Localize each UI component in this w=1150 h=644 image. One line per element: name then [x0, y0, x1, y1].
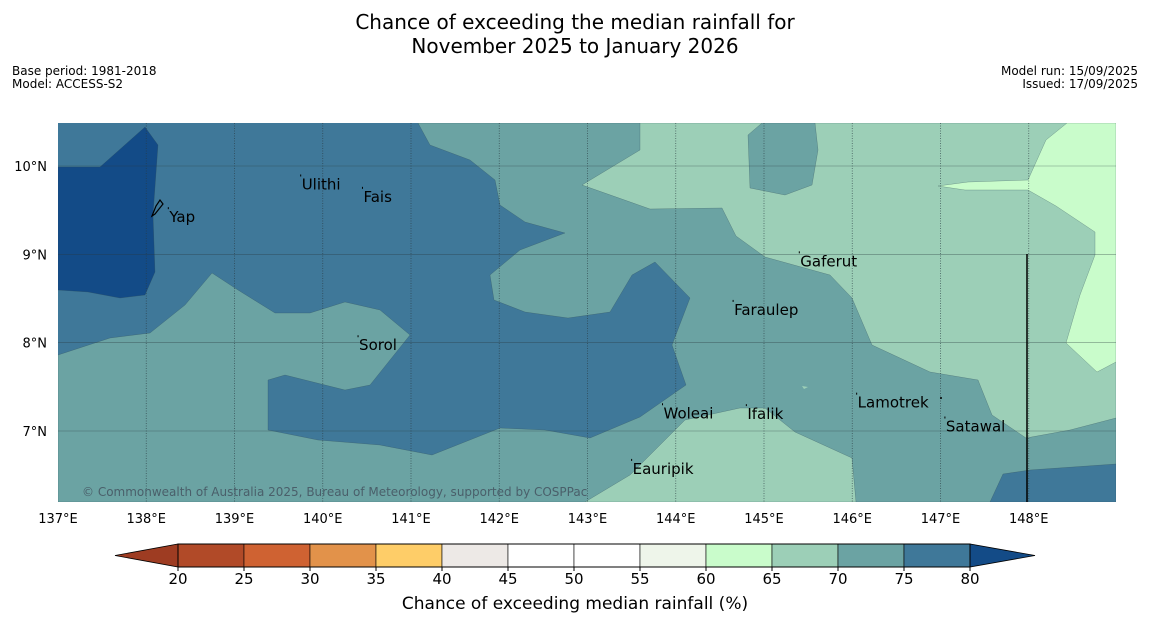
- colorbar-tick-label: 50: [564, 570, 583, 588]
- zone-65-70: [581, 123, 1116, 439]
- place-marker: [732, 299, 734, 302]
- colorbar-segment: [507, 543, 575, 568]
- colorbar-over-arrow: [969, 543, 1036, 568]
- place-label: Sorol: [359, 336, 397, 354]
- place-marker: [167, 207, 169, 210]
- colorbar-segment: [837, 543, 905, 568]
- colorbar-under-arrow: [114, 543, 179, 568]
- colorbar-segment: [309, 543, 377, 568]
- place-labels: Ulithi Fais Yap Gaferut Faraulep Sorol Woleai I…: [167, 174, 1005, 478]
- longitude-labels: 137°E 138°E 139°E 140°E 141°E 142°E 143°E 144°E…: [38, 512, 1048, 527]
- latitude-label: 10°N: [14, 160, 47, 175]
- colorbar-label: Chance of exceeding median rainfall (%): [401, 594, 749, 614]
- longitude-label: 146°E: [832, 512, 872, 527]
- model-name: Model: ACCESS-S2: [12, 77, 124, 91]
- colorbar-tick-label: 45: [498, 570, 517, 588]
- colorbar-tick-label: 40: [432, 570, 451, 588]
- meta-right: Model run: 15/09/2025 Issued: 17/09/2025: [1001, 65, 1138, 91]
- colorbar-segment: [705, 543, 773, 568]
- latitude-label: 7°N: [23, 425, 48, 440]
- colorbar-tick-label: 30: [300, 570, 319, 588]
- zone-70-75-north: [747, 123, 819, 196]
- colorbar-segment: [903, 543, 971, 568]
- map-title-line2: November 2025 to January 2026: [411, 34, 739, 58]
- colorbar-tick-label: 20: [168, 570, 187, 588]
- colorbar-tick-label: 55: [630, 570, 649, 588]
- place-label: Ifalik: [747, 405, 783, 423]
- place-marker: [300, 174, 302, 177]
- rainfall-map: [58, 123, 1116, 502]
- zone-65-70-south: [584, 407, 857, 502]
- meta-left: Base period: 1981-2018 Model: ACCESS-S2: [12, 65, 157, 91]
- colorbar-tick-label: 35: [366, 570, 385, 588]
- place-marker: [856, 392, 858, 395]
- colorbar-tick-label: 65: [762, 570, 781, 588]
- colorbar-segment: [243, 543, 311, 568]
- place-label: Lamotrek: [858, 394, 929, 412]
- base-period: Base period: 1981-2018: [12, 64, 157, 78]
- longitude-label: 145°E: [744, 512, 784, 527]
- place-marker: [357, 335, 359, 338]
- longitude-label: 148°E: [1009, 512, 1049, 527]
- place-label: Faraulep: [734, 301, 798, 319]
- latitude-labels: 10°N 9°N 8°N 7°N: [14, 160, 47, 440]
- longitude-label: 142°E: [479, 512, 519, 527]
- colorbar-segment: [375, 543, 443, 568]
- colorbar-segment: [639, 543, 707, 568]
- place-label: Ulithi: [302, 175, 341, 193]
- graticule: [58, 123, 1116, 502]
- longitude-label: 137°E: [38, 512, 78, 527]
- lamotrek-dot: [940, 397, 942, 399]
- place-marker: [631, 458, 633, 461]
- colorbar: 20 25 30 35 40 45 50 55 60 65 70 75 80: [114, 543, 1036, 588]
- place-label: Gaferut: [800, 252, 857, 270]
- colorbar-tick-label: 70: [828, 570, 847, 588]
- longitude-label: 139°E: [215, 512, 255, 527]
- place-marker: [798, 251, 800, 254]
- place-label: Eauripik: [633, 460, 694, 478]
- colorbar-segment: [441, 543, 509, 568]
- colorbar-tick-label: 60: [696, 570, 715, 588]
- place-marker: [944, 416, 946, 419]
- longitude-label: 147°E: [921, 512, 961, 527]
- longitude-label: 144°E: [656, 512, 696, 527]
- zone-60-65: [937, 123, 1116, 373]
- copyright-text: © Commonwealth of Australia 2025, Bureau…: [82, 485, 587, 499]
- place-label: Fais: [363, 188, 392, 206]
- colorbar-segment: [573, 543, 641, 568]
- colorbar-tick-label: 80: [960, 570, 979, 588]
- latitude-label: 9°N: [23, 248, 48, 263]
- island-markers: [150, 198, 942, 399]
- zone-80-plus: [58, 126, 159, 299]
- place-label: Woleai: [664, 404, 714, 422]
- yap-island-shape: [150, 198, 164, 218]
- place-label: Satawal: [946, 418, 1005, 436]
- place-marker: [745, 404, 747, 407]
- colorbar-tick-label: 75: [894, 570, 913, 588]
- colorbar-segment: [771, 543, 839, 568]
- place-marker: [662, 403, 664, 406]
- latitude-label: 8°N: [23, 337, 48, 352]
- longitude-label: 140°E: [303, 512, 343, 527]
- longitude-label: 143°E: [568, 512, 608, 527]
- issued-date: Issued: 17/09/2025: [1022, 77, 1138, 91]
- model-run: Model run: 15/09/2025: [1000, 64, 1138, 78]
- colorbar-segment: [177, 543, 245, 568]
- zone-75-80-southeast: [989, 463, 1116, 502]
- place-marker: [361, 186, 363, 189]
- place-label: Yap: [168, 208, 195, 226]
- colorbar-tick-label: 25: [234, 570, 253, 588]
- longitude-label: 141°E: [391, 512, 431, 527]
- small-zone-speck: [802, 386, 808, 389]
- map-title-line1: Chance of exceeding the median rainfall …: [355, 10, 795, 34]
- longitude-label: 138°E: [126, 512, 166, 527]
